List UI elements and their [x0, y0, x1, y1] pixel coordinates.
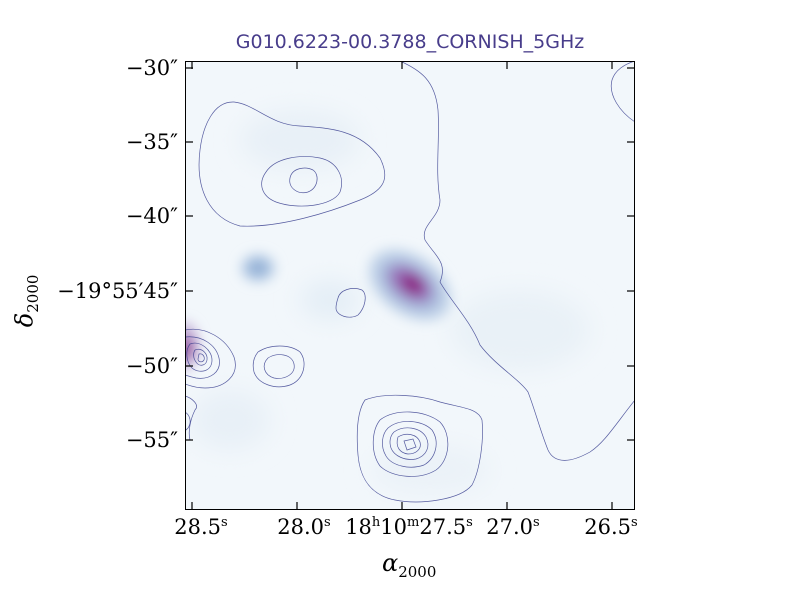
x-axis-label: α2000	[382, 549, 437, 581]
y-axis-label: δ2000	[10, 274, 43, 328]
contour-small-west	[335, 288, 366, 318]
y-tick-label: −50″	[125, 354, 178, 378]
x-tick-label: 28.0s	[277, 515, 331, 539]
contour-south-1	[356, 394, 483, 503]
contour-south-2	[372, 411, 449, 477]
contour-mid-2	[263, 354, 295, 379]
contour-south-3	[382, 421, 437, 468]
contour-north-2	[261, 156, 342, 207]
contour-edge-3	[186, 342, 213, 372]
contour-mid-1	[252, 345, 305, 388]
emission-peak-main	[368, 248, 452, 322]
axes-frame	[185, 61, 635, 510]
y-tick-label: −40″	[125, 204, 178, 228]
y-tick-label: −55″	[125, 428, 178, 452]
contour-edge-4	[193, 348, 208, 366]
y-tick-label: −35″	[125, 130, 178, 154]
contour-edge-2	[185, 336, 220, 379]
contour-south-4	[389, 427, 429, 460]
contour-north-3	[289, 167, 318, 194]
contour-south-5	[396, 433, 421, 455]
x-tick-label: 28.5s	[174, 515, 228, 539]
contour-edge-1	[185, 328, 236, 389]
x-tick-label: 18h10m27.5s	[345, 515, 473, 539]
y-tick-label: −19°55′45″	[57, 279, 178, 303]
contour-large-north	[198, 101, 386, 227]
contours	[185, 61, 635, 503]
emission-blob-west	[241, 254, 275, 282]
contour-ne-corner	[610, 61, 635, 123]
contour-edge-5	[197, 353, 205, 363]
y-tick-label: −30″	[125, 56, 178, 80]
contour-south-6	[403, 438, 417, 451]
x-tick-label: 27.0s	[486, 515, 540, 539]
x-tick-label: 26.5s	[584, 515, 638, 539]
contour-main-outer	[399, 61, 635, 461]
tick-marks	[185, 61, 635, 510]
plot-title: G010.6223-00.3788_CORNISH_5GHz	[235, 31, 585, 53]
emission-blob-edge	[185, 322, 199, 370]
contour-edge-6	[185, 395, 197, 441]
